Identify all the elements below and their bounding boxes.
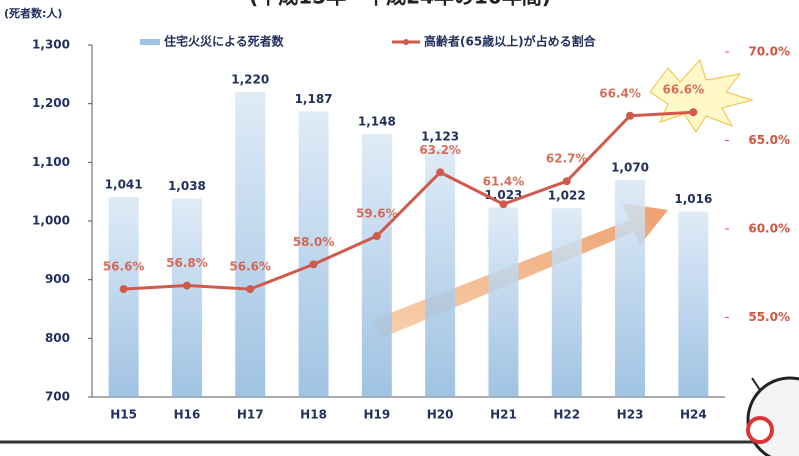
line-marker <box>183 282 191 290</box>
bar <box>172 199 202 397</box>
line-marker <box>436 168 444 176</box>
bar <box>488 208 518 397</box>
x-tick-label: H20 <box>427 408 454 422</box>
y-tick-label: 1,000 <box>32 214 70 228</box>
bar <box>615 180 645 397</box>
line <box>124 112 694 289</box>
y2-tick-label: 65.0% <box>748 133 790 147</box>
y-tick-label: 1,200 <box>32 96 70 110</box>
x-tick-label: H23 <box>617 408 644 422</box>
bar <box>362 134 392 397</box>
line-value-label: 66.6% <box>663 83 705 97</box>
line-value-label: 59.6% <box>356 207 398 221</box>
x-tick-label: H21 <box>490 408 517 422</box>
line-marker <box>246 285 254 293</box>
bar-value-label: 1,220 <box>231 72 269 86</box>
line-value-label: 63.2% <box>419 143 461 157</box>
bar <box>109 197 139 397</box>
line-value-label: 56.8% <box>166 256 208 270</box>
line-marker <box>310 260 318 268</box>
line-marker <box>626 112 634 120</box>
bar <box>235 92 265 397</box>
bar <box>678 212 708 397</box>
y-tick-label: 1,100 <box>32 155 70 169</box>
y-tick-label: 700 <box>45 390 70 404</box>
line-value-label: 56.6% <box>103 260 145 274</box>
chart-title: (平成15年～平成24年の10年間) <box>249 0 551 9</box>
line-marker <box>373 232 381 240</box>
line-marker <box>120 285 128 293</box>
line-value-label: 62.7% <box>546 152 588 166</box>
bar-value-label: 1,016 <box>674 192 712 206</box>
x-tick-label: H18 <box>300 408 327 422</box>
x-tick-label: H19 <box>363 408 390 422</box>
y-tick-label: 800 <box>45 331 70 345</box>
line-marker <box>563 177 571 185</box>
bar <box>299 111 329 397</box>
bar-value-label: 1,070 <box>611 160 649 174</box>
legend-label: 住宅火災による死者数 <box>164 34 285 49</box>
bar-value-label: 1,041 <box>105 177 143 191</box>
bar-value-label: 1,148 <box>358 115 396 129</box>
x-tick-label: H22 <box>553 408 580 422</box>
line-marker <box>689 108 697 116</box>
y2-tick-label: 60.0% <box>748 221 790 235</box>
bar <box>552 208 582 397</box>
x-tick-label: H24 <box>680 408 707 422</box>
x-tick-label: H16 <box>174 408 201 422</box>
y-axis-label: (死者数:人) <box>4 6 62 20</box>
mascot <box>748 378 799 456</box>
line-value-label: 56.6% <box>229 260 271 274</box>
legend-swatch <box>403 39 409 45</box>
x-tick-label: H15 <box>110 408 137 422</box>
y2-tick-label: 55.0% <box>748 310 790 324</box>
chart: (平成15年～平成24年の10年間) (死者数:人) 700 800 900 1,00… <box>0 0 799 456</box>
bar-value-label: 1,123 <box>421 129 459 143</box>
legend-swatch <box>140 39 160 45</box>
bar-value-label: 1,022 <box>548 189 586 203</box>
line-marker <box>499 200 507 208</box>
line-value-label: 58.0% <box>293 235 335 249</box>
y-tick-label: 1,300 <box>32 38 70 52</box>
x-tick-label: H17 <box>237 408 264 422</box>
y-tick-label: 900 <box>45 272 70 286</box>
line-value-label: 61.4% <box>483 175 525 189</box>
line-value-label: 66.4% <box>599 86 641 100</box>
bar-value-label: 1,038 <box>168 179 206 193</box>
legend-label: 高齢者(65歳以上)が占める割合 <box>424 34 597 49</box>
y2-tick-label: 70.0% <box>748 45 790 59</box>
bar-value-label: 1,187 <box>295 92 333 106</box>
bar <box>425 149 455 397</box>
